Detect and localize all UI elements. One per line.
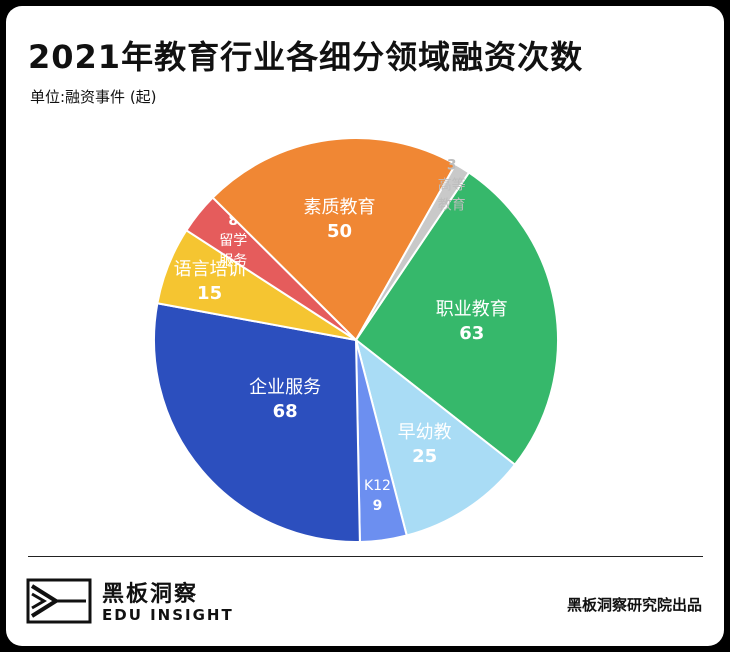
brand-logo-icon xyxy=(26,578,92,624)
brand-name: 黑板洞察 xyxy=(102,582,199,607)
brand-english-name: EDU INSIGHT xyxy=(102,606,234,624)
pie-slice-1 xyxy=(354,171,559,467)
slice-value-3: 9 xyxy=(373,498,383,514)
slice-label-6: 留学 xyxy=(219,233,247,249)
slice-label-6: 服务 xyxy=(219,253,247,269)
pie-slice-7 xyxy=(211,137,457,342)
unit-label: 单位:融资事件 (起) xyxy=(30,88,157,106)
infographic-card: 2021年教育行业各细分领域融资次数 单位:融资事件 (起) 职业教育 63 早幼教… xyxy=(6,6,724,646)
pie-chart: 职业教育63早幼教25K129企业服务68语言培训158留学服务素质教育503高… xyxy=(153,137,559,543)
slice-label-3: K12 xyxy=(364,478,391,494)
pie-slice-4 xyxy=(153,302,361,543)
slice-label-7: 素质教育 xyxy=(303,197,375,218)
slice-label-1: 职业教育 xyxy=(436,299,508,320)
slice-label-4: 企业服务 xyxy=(249,377,321,398)
slice-label-group-1: 职业教育 63 xyxy=(436,299,508,344)
pie-slice-8 xyxy=(355,162,471,341)
slice-value-1: 63 xyxy=(459,323,484,344)
slice-value-8: 3 xyxy=(447,157,457,173)
slice-label-group-7: 素质教育 50 xyxy=(303,197,375,242)
footer-divider xyxy=(28,556,703,557)
slice-label-group-5: 语言培训 15 xyxy=(174,259,246,304)
pie-slice-2 xyxy=(354,337,517,537)
slice-label-8: 高等 xyxy=(438,176,466,193)
slice-value-7: 50 xyxy=(327,221,352,242)
slice-value-6: 8 xyxy=(228,213,238,229)
chart-title: 2021年教育行业各细分领域融资次数 xyxy=(28,38,584,76)
credit-text: 黑板洞察研究院出品 xyxy=(566,596,702,614)
slice-value-4: 68 xyxy=(273,401,298,422)
slice-label-5: 语言培训 xyxy=(174,259,246,280)
slice-label-2: 早幼教 xyxy=(398,422,452,443)
slice-value-2: 25 xyxy=(412,446,437,467)
slice-label-group-2: 早幼教 25 xyxy=(398,422,452,467)
slice-label-8: 教育 xyxy=(438,197,466,213)
slice-label-group-4: 企业服务 68 xyxy=(249,377,321,422)
slice-value-5: 15 xyxy=(197,283,222,304)
